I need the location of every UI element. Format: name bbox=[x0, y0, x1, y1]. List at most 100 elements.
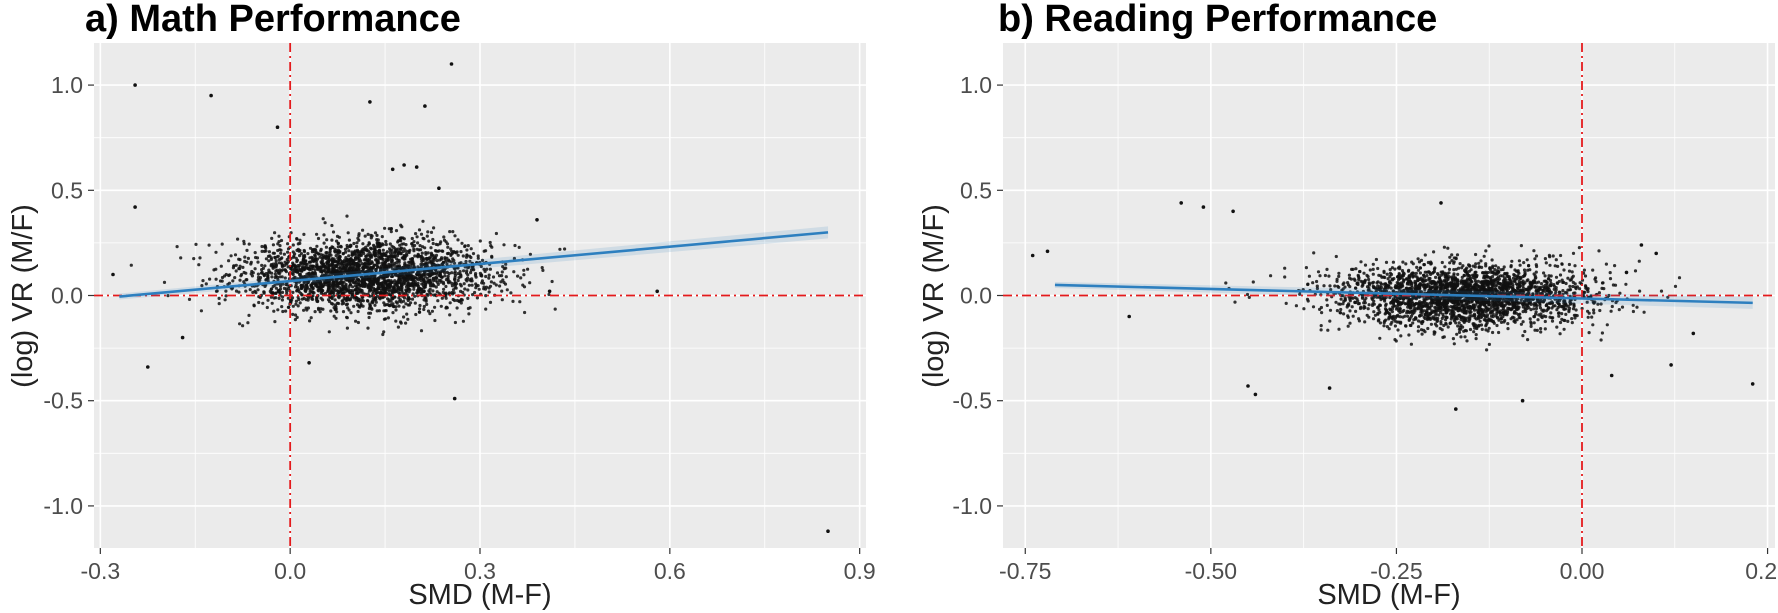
scatter-point bbox=[298, 272, 302, 276]
scatter-point bbox=[345, 243, 349, 248]
scatter-point bbox=[384, 303, 388, 307]
scatter-point bbox=[1631, 309, 1635, 314]
scatter-point bbox=[273, 320, 277, 324]
scatter-point bbox=[1422, 273, 1426, 277]
scatter-point bbox=[1357, 319, 1361, 323]
scatter-point bbox=[386, 297, 390, 301]
scatter-point bbox=[1574, 287, 1578, 291]
scatter-point bbox=[476, 254, 480, 258]
scatter-point bbox=[417, 310, 421, 314]
scatter-point bbox=[313, 247, 317, 251]
scatter-point bbox=[1442, 245, 1446, 249]
scatter-point bbox=[374, 277, 378, 281]
scatter-point bbox=[220, 279, 224, 283]
scatter-point bbox=[312, 264, 316, 268]
scatter-point bbox=[333, 264, 337, 268]
scatter-point bbox=[518, 300, 522, 304]
scatter-point bbox=[261, 266, 265, 270]
scatter-point bbox=[309, 283, 313, 287]
scatter-point bbox=[397, 258, 401, 262]
scatter-point bbox=[522, 268, 526, 272]
scatter-point bbox=[192, 257, 196, 261]
scatter-point bbox=[1325, 303, 1329, 307]
scatter-point bbox=[1553, 304, 1557, 308]
scatter-point bbox=[1465, 309, 1469, 313]
scatter-point bbox=[333, 298, 337, 302]
scatter-point bbox=[330, 264, 334, 268]
scatter-point bbox=[273, 283, 277, 287]
scatter-point bbox=[323, 266, 327, 271]
scatter-point bbox=[286, 242, 290, 246]
scatter-point bbox=[1382, 282, 1386, 286]
scatter-point bbox=[1465, 339, 1469, 343]
scatter-point bbox=[245, 248, 249, 252]
scatter-point bbox=[1635, 305, 1639, 309]
scatter-point bbox=[280, 305, 284, 309]
scatter-point bbox=[444, 291, 448, 295]
scatter-point bbox=[1490, 258, 1494, 262]
scatter-point bbox=[1476, 315, 1480, 320]
scatter-point bbox=[319, 291, 323, 295]
scatter-point bbox=[453, 234, 457, 238]
scatter-point bbox=[453, 277, 457, 281]
scatter-point bbox=[439, 304, 443, 308]
scatter-point bbox=[302, 281, 306, 285]
scatter-point bbox=[1510, 281, 1514, 285]
scatter-point bbox=[175, 245, 179, 249]
scatter-point bbox=[357, 258, 361, 262]
scatter-point-outlier bbox=[452, 396, 457, 401]
scatter-point bbox=[281, 309, 285, 314]
scatter-point bbox=[384, 242, 388, 247]
scatter-point bbox=[1514, 311, 1518, 315]
scatter-point bbox=[1567, 262, 1571, 267]
scatter-point bbox=[404, 288, 408, 292]
scatter-point bbox=[1251, 280, 1255, 284]
scatter-point bbox=[1414, 284, 1418, 288]
scatter-point bbox=[1397, 320, 1401, 324]
scatter-point bbox=[426, 230, 430, 234]
scatter-point bbox=[1548, 283, 1552, 287]
scatter-point bbox=[187, 297, 192, 301]
scatter-point bbox=[428, 291, 432, 295]
scatter-point bbox=[321, 307, 325, 311]
scatter-point bbox=[217, 302, 221, 306]
scatter-point bbox=[1429, 322, 1433, 326]
scatter-point bbox=[291, 304, 295, 308]
scatter-point bbox=[1543, 274, 1547, 278]
scatter-point bbox=[402, 275, 406, 279]
scatter-point bbox=[1346, 324, 1350, 328]
scatter-point bbox=[326, 289, 330, 294]
scatter-point bbox=[393, 279, 397, 283]
scatter-point bbox=[487, 290, 491, 294]
scatter-point bbox=[204, 282, 208, 286]
scatter-point bbox=[386, 316, 390, 320]
scatter-point bbox=[1436, 273, 1440, 277]
scatter-point bbox=[380, 235, 384, 239]
scatter-point bbox=[1534, 276, 1538, 280]
scatter-point bbox=[1419, 328, 1424, 332]
scatter-point bbox=[277, 234, 281, 238]
scatter-point bbox=[208, 277, 212, 281]
scatter-point bbox=[1284, 301, 1288, 305]
scatter-point bbox=[1473, 271, 1477, 276]
scatter-point bbox=[233, 276, 237, 280]
scatter-point bbox=[1620, 305, 1625, 309]
scatter-point bbox=[1394, 339, 1398, 343]
scatter-point bbox=[469, 247, 473, 251]
scatter-point bbox=[1398, 315, 1402, 319]
scatter-point bbox=[406, 298, 410, 303]
scatter-point bbox=[359, 284, 363, 288]
scatter-point bbox=[419, 329, 424, 333]
scatter-point bbox=[1326, 328, 1330, 332]
scatter-point bbox=[1342, 281, 1346, 285]
scatter-point bbox=[1567, 310, 1571, 314]
scatter-point bbox=[1377, 273, 1381, 277]
scatter-point bbox=[388, 251, 393, 255]
scatter-point bbox=[1419, 310, 1423, 314]
scatter-point bbox=[1348, 285, 1352, 289]
scatter-point bbox=[500, 298, 504, 302]
scatter-point bbox=[441, 249, 445, 253]
scatter-point bbox=[477, 287, 481, 291]
scatter-point bbox=[276, 308, 280, 312]
scatter-point bbox=[442, 235, 446, 239]
